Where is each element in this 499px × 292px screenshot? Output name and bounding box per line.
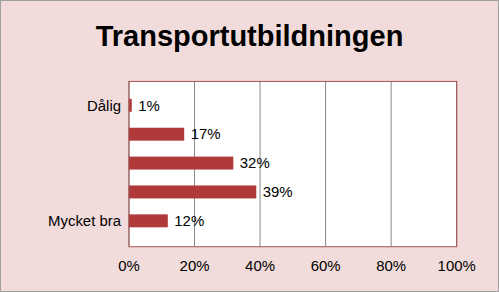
svg-text:39%: 39% bbox=[263, 183, 293, 200]
svg-text:Mycket bra: Mycket bra bbox=[48, 212, 122, 229]
svg-text:32%: 32% bbox=[240, 154, 270, 171]
svg-text:0%: 0% bbox=[118, 257, 140, 274]
svg-text:20%: 20% bbox=[180, 257, 210, 274]
html-text:Transportutbildningen: Transportutbildningen bbox=[95, 20, 404, 52]
svg-text:17%: 17% bbox=[191, 125, 221, 142]
svg-text:40%: 40% bbox=[245, 257, 275, 274]
svg-text:100%: 100% bbox=[438, 257, 476, 274]
svg-text:Dålig: Dålig bbox=[87, 97, 121, 114]
svg-text:12%: 12% bbox=[174, 212, 204, 229]
svg-text:80%: 80% bbox=[376, 257, 406, 274]
svg-text:60%: 60% bbox=[311, 257, 341, 274]
svg-text:1%: 1% bbox=[138, 97, 160, 114]
